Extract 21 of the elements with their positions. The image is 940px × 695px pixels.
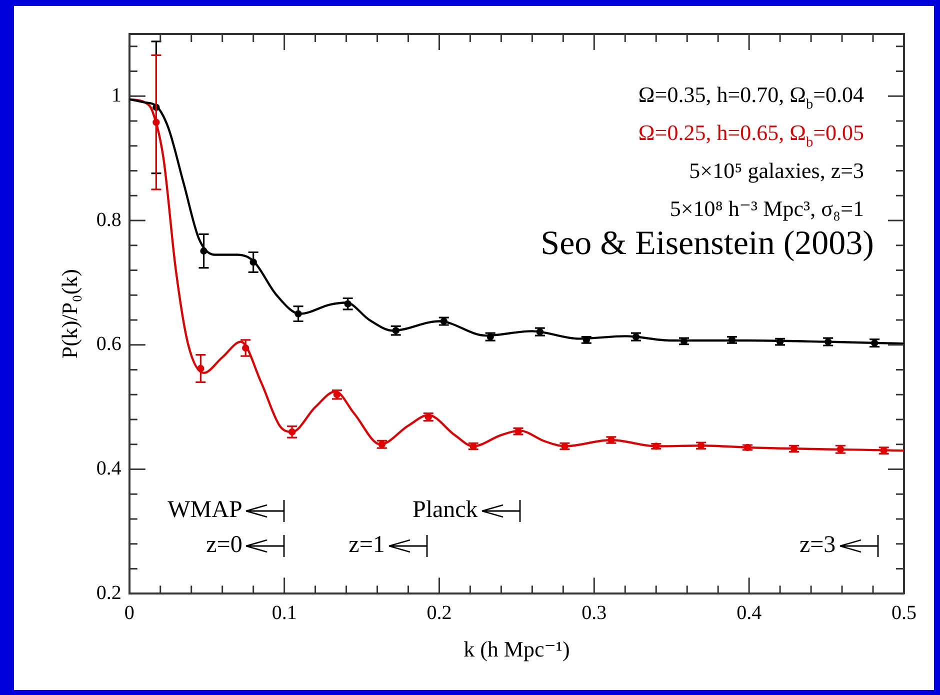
y-tick-label: 0.2 [96,582,122,604]
x-axis-title: k (h Mpc⁻¹) [464,636,570,662]
x-tick-label: 0.2 [426,602,452,624]
annotation: z=3 [799,531,836,560]
annotation: WMAP [168,496,242,524]
annotation: 5×10⁵ galaxies, z=3 [689,158,864,183]
annotation: z=0 [206,531,242,560]
x-tick-label: 0.5 [892,602,916,624]
x-tick-label: 0.1 [272,602,297,624]
annotation: Planck [412,496,478,524]
x-tick-label: 0 [124,602,134,624]
y-tick-label: 1 [111,84,122,106]
annotation: Seo & Eisenstein (2003) [540,225,874,262]
x-tick-label: 0.4 [736,602,762,624]
annotation: z=1 [348,531,385,560]
y-tick-label: 0.6 [96,333,122,356]
x-tick-label: 0.3 [582,602,607,624]
y-tick-label: 0.8 [96,208,122,231]
annotation: 5×10⁸ h⁻³ Mpc³, σ₈=1 [670,196,864,221]
y-axis-title: P(k)/P₀(k) [56,269,82,359]
y-tick-label: 0.4 [96,457,122,480]
